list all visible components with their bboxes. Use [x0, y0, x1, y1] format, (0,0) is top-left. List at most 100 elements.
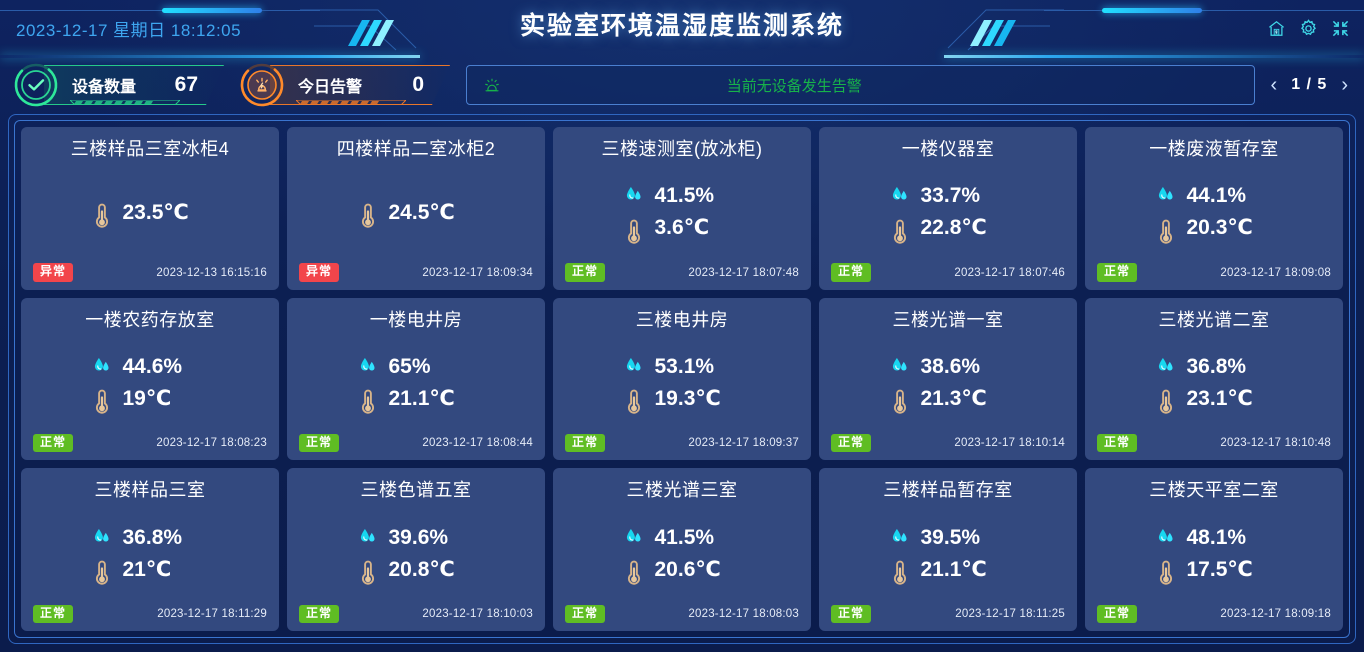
thermometer-icon	[1156, 558, 1176, 585]
device-footer: 异常 2023-12-17 18:09:34	[299, 263, 533, 282]
page-title: 实验室环境温湿度监测系统	[519, 12, 844, 40]
device-readings: 39.5% 21.1℃	[831, 504, 1065, 602]
temperature-value: 22.8℃	[920, 216, 987, 240]
humidity-value: 39.5%	[920, 525, 981, 549]
device-name: 三楼样品三室	[94, 480, 206, 501]
temperature-value: 24.5℃	[388, 200, 455, 224]
temperature-reading: 21.1℃	[831, 557, 1065, 585]
temperature-value: 19℃	[122, 386, 172, 410]
thermometer-icon	[624, 387, 644, 415]
device-name: 三楼光谱三室	[626, 480, 738, 501]
thermometer-icon	[92, 387, 112, 415]
humidity-drop-icon	[92, 527, 112, 549]
temperature-value: 21.1℃	[388, 386, 455, 410]
device-card[interactable]: 一楼废液暂存室 44.1% 20.3℃ 正常 2023-12-17 18:09:08	[1085, 127, 1343, 290]
status-badge: 正常	[831, 604, 872, 623]
device-timestamp: 2023-12-17 18:09:37	[688, 437, 799, 450]
temperature-value: 23.5℃	[122, 200, 189, 224]
status-badge: 正常	[33, 604, 74, 623]
stat-device-count[interactable]: 设备数量 67	[14, 63, 224, 107]
device-name: 三楼光谱一室	[892, 309, 1004, 330]
humidity-value: 65%	[388, 354, 431, 378]
device-footer: 正常 2023-12-17 18:07:48	[565, 263, 799, 282]
pager-prev-button[interactable]: ‹	[1270, 74, 1278, 96]
status-badge: 正常	[831, 263, 872, 282]
temperature-value: 19.3℃	[654, 386, 721, 410]
device-card[interactable]: 三楼光谱三室 41.5% 20.6℃ 正常 2023-12-17 18:08:03	[553, 468, 811, 631]
device-card[interactable]: 三楼样品三室冰柜4 23.5℃ 异常 2023-12-13 16:15:16	[21, 127, 279, 290]
device-readings: 23.5℃	[33, 163, 267, 261]
device-name: 三楼样品三室冰柜4	[70, 139, 230, 159]
humidity-value: 36.8%	[1186, 354, 1247, 378]
stat-alarm-label: 今日告警	[298, 79, 363, 96]
device-card[interactable]: 一楼仪器室 33.7% 22.8℃ 正常 2023-12-17 18:07:46	[819, 127, 1077, 290]
home-icon[interactable]	[1267, 19, 1286, 38]
device-footer: 正常 2023-12-17 18:09:08	[1097, 263, 1331, 282]
humidity-reading: 39.5%	[831, 526, 1065, 550]
pager-next-button[interactable]: ›	[1341, 74, 1348, 96]
device-readings: 33.7% 22.8℃	[831, 163, 1065, 261]
device-card[interactable]: 三楼色谱五室 39.6% 20.8℃ 正常 2023-12-17 18:10:03	[287, 468, 545, 631]
header-deco-thin-right	[1044, 10, 1102, 11]
status-badge: 异常	[299, 263, 340, 282]
thermometer-icon	[358, 387, 378, 415]
alarm-bell-icon	[483, 75, 501, 95]
thermometer-icon	[92, 558, 112, 585]
device-card-grid: 三楼样品三室冰柜4 23.5℃ 异常 2023-12-13 16:15:16 四楼样品二…	[14, 120, 1350, 638]
temperature-reading: 24.5℃	[299, 200, 533, 228]
device-card[interactable]: 三楼样品暂存室 39.5% 21.1℃ 正常 2023-12-17 18:11:25	[819, 468, 1077, 631]
device-timestamp: 2023-12-17 18:11:29	[157, 607, 267, 620]
device-card[interactable]: 三楼天平室二室 48.1% 17.5℃ 正常 2023-12-17 18:09:18	[1085, 468, 1343, 631]
stat-device-plate: 设备数量 67	[44, 65, 224, 105]
device-card[interactable]: 一楼农药存放室 44.6% 19℃ 正常 2023-12-17 18:08:23	[21, 297, 279, 461]
status-badge: 异常	[33, 263, 74, 282]
device-card[interactable]: 三楼光谱二室 36.8% 23.1℃ 正常 2023-12-17 18:10:48	[1085, 297, 1343, 461]
temperature-reading: 17.5℃	[1097, 557, 1331, 585]
header-deco-thin-left	[262, 10, 320, 11]
humidity-value: 41.5%	[654, 184, 715, 208]
humidity-reading: 53.1%	[565, 355, 799, 379]
header-deco-line-left	[0, 10, 178, 11]
header-deco-chevrons-right	[944, 6, 1064, 52]
temperature-value: 21℃	[122, 557, 172, 581]
alarm-banner: 当前无设备发生告警	[466, 65, 1255, 105]
temperature-value: 21.1℃	[920, 557, 987, 581]
humidity-value: 33.7%	[920, 184, 981, 208]
humidity-reading: 44.1%	[1097, 184, 1331, 208]
humidity-reading: 65%	[299, 355, 533, 379]
device-readings: 44.6% 19℃	[33, 334, 267, 432]
device-readings: 53.1% 19.3℃	[565, 334, 799, 432]
device-name: 一楼仪器室	[901, 139, 995, 159]
device-readings: 65% 21.1℃	[299, 334, 533, 432]
humidity-value: 36.8%	[122, 525, 183, 549]
stat-device-label: 设备数量	[72, 79, 137, 96]
status-badge: 正常	[1097, 263, 1138, 282]
device-timestamp: 2023-12-17 18:09:34	[422, 266, 533, 279]
device-card[interactable]: 四楼样品二室冰柜2 24.5℃ 异常 2023-12-17 18:09:34	[287, 127, 545, 290]
thermometer-icon	[890, 558, 910, 585]
device-card[interactable]: 三楼速测室(放冰柜) 41.5% 3.6℃ 正常 2023-12-17 18:07:48	[553, 127, 811, 290]
device-footer: 正常 2023-12-17 18:08:03	[565, 604, 799, 623]
thermometer-icon	[624, 558, 644, 585]
device-name: 三楼色谱五室	[360, 480, 472, 501]
stat-alarm-plate: 今日告警 0	[270, 65, 450, 105]
humidity-value: 38.6%	[920, 354, 981, 378]
humidity-drop-icon	[1156, 527, 1176, 549]
device-readings: 48.1% 17.5℃	[1097, 504, 1331, 602]
device-card[interactable]: 三楼样品三室 36.8% 21℃ 正常 2023-12-17 18:11:29	[21, 468, 279, 631]
stat-today-alarm[interactable]: 今日告警 0	[240, 63, 450, 107]
header-datetime: 2023-12-17 星期日 18:12:05	[16, 21, 242, 40]
fullscreen-exit-icon[interactable]	[1331, 19, 1350, 38]
humidity-value: 48.1%	[1186, 525, 1247, 549]
device-card[interactable]: 三楼电井房 53.1% 19.3℃ 正常 2023-12-17 18:09:37	[553, 297, 811, 461]
device-card[interactable]: 一楼电井房 65% 21.1℃ 正常 2023-12-17 18:08:44	[287, 297, 545, 461]
status-badge: 正常	[1097, 434, 1138, 453]
thermometer-icon	[1156, 387, 1176, 415]
temperature-reading: 20.8℃	[299, 557, 533, 585]
gear-icon[interactable]	[1299, 19, 1318, 38]
device-card[interactable]: 三楼光谱一室 38.6% 21.3℃ 正常 2023-12-17 18:10:14	[819, 297, 1077, 461]
device-footer: 正常 2023-12-17 18:10:03	[299, 604, 533, 623]
humidity-reading: 38.6%	[831, 355, 1065, 379]
stat-alarm-value: 0	[412, 73, 425, 96]
device-name: 一楼农药存放室	[85, 309, 215, 330]
